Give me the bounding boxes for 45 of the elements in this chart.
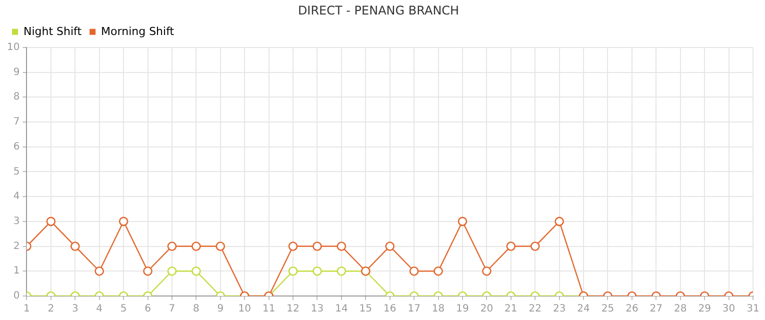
x-tick-label: 28 xyxy=(674,304,687,315)
x-tick-label: 26 xyxy=(626,304,638,315)
y-tick-label: 10 xyxy=(6,42,20,53)
x-tick-label: 8 xyxy=(193,304,200,315)
x-tick-label: 22 xyxy=(528,304,542,315)
x-tick-label: 24 xyxy=(577,304,590,315)
x-tick-label: 27 xyxy=(650,304,663,315)
x-tick-label: 25 xyxy=(601,304,614,315)
x-tick-label: 4 xyxy=(96,304,103,315)
x-tick-label: 16 xyxy=(383,304,396,315)
y-tick-label: 0 xyxy=(13,290,20,302)
y-tick-label: 7 xyxy=(13,116,20,128)
legend-label: Night Shift xyxy=(24,24,82,38)
x-tick-label: 6 xyxy=(144,304,151,315)
y-tick-label: 2 xyxy=(13,240,20,252)
x-tick-label: 13 xyxy=(310,304,324,315)
x-tick-label: 2 xyxy=(48,304,54,315)
y-tick-label: 5 xyxy=(13,166,20,178)
x-tick-label: 10 xyxy=(238,304,251,315)
x-tick-label: 5 xyxy=(120,304,127,315)
y-tick-label: 4 xyxy=(13,191,20,202)
x-tick-label: 1 xyxy=(24,304,30,315)
x-tick-label: 23 xyxy=(552,304,566,315)
x-tick-label: 14 xyxy=(335,304,348,315)
legend-label: Morning Shift xyxy=(101,24,175,38)
x-tick-label: 12 xyxy=(286,304,300,315)
x-tick-label: 30 xyxy=(722,304,736,315)
y-tick-label: 8 xyxy=(13,92,20,103)
x-tick-label: 20 xyxy=(480,304,494,315)
y-tick-label: 6 xyxy=(13,141,20,152)
x-tick-label: 21 xyxy=(504,304,518,315)
x-tick-label: 7 xyxy=(168,304,176,315)
chart-title: DIRECT - PENANG BRANCH xyxy=(298,3,460,18)
y-tick-label: 9 xyxy=(13,66,20,78)
x-tick-label: 11 xyxy=(262,304,276,315)
x-tick-label: 15 xyxy=(359,304,372,315)
x-tick-label: 29 xyxy=(698,304,711,315)
x-tick-label: 3 xyxy=(72,304,78,315)
x-tick-label: 9 xyxy=(217,304,224,315)
x-tick-label: 17 xyxy=(408,304,420,315)
x-tick-label: 18 xyxy=(432,304,445,315)
y-tick-label: 1 xyxy=(13,266,20,277)
x-tick-label: 31 xyxy=(746,304,760,315)
x-tick-label: 19 xyxy=(456,304,469,315)
y-tick-label: 3 xyxy=(13,216,20,228)
